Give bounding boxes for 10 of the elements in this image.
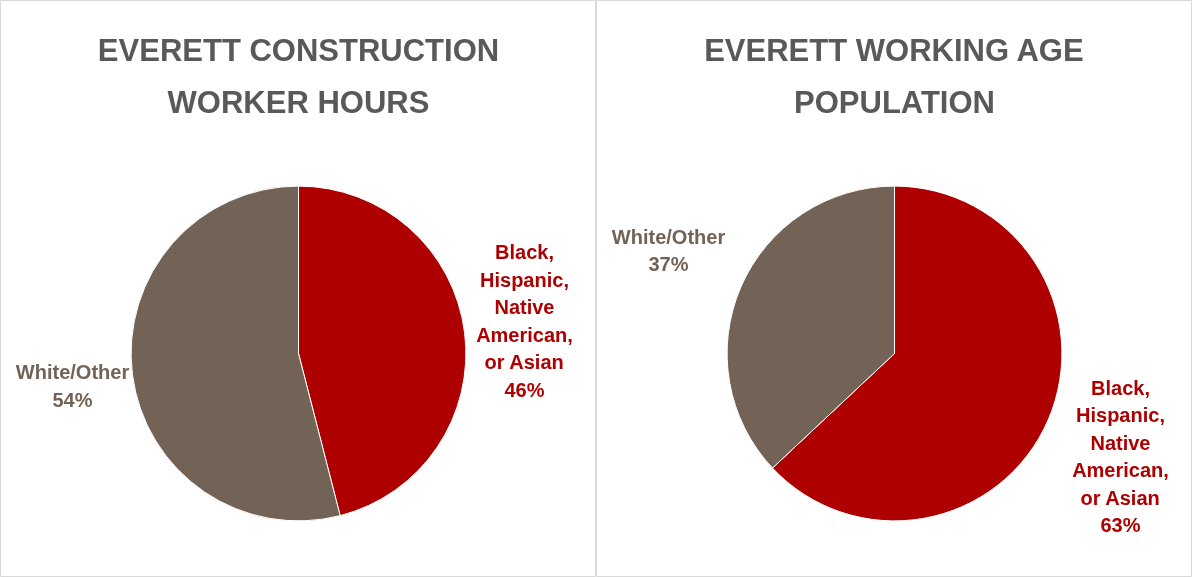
- data-label: 46%: [504, 378, 545, 401]
- data-label: 37%: [648, 253, 689, 276]
- slice-label: White/Other: [15, 361, 130, 384]
- chart-title: EVERETT WORKING AGE POPULATION: [704, 33, 1084, 120]
- slice-label: White/Other: [611, 225, 726, 248]
- chart-title: EVERETT CONSTRUCTION WORKER HOURS: [97, 33, 500, 120]
- data-label: 54%: [52, 388, 93, 411]
- data-label: 63%: [1100, 514, 1141, 537]
- slice-label: Black, Hispanic, Native American, or Asian: [476, 241, 573, 374]
- slice-label: Black, Hispanic, Native American, or Asian: [1072, 376, 1169, 509]
